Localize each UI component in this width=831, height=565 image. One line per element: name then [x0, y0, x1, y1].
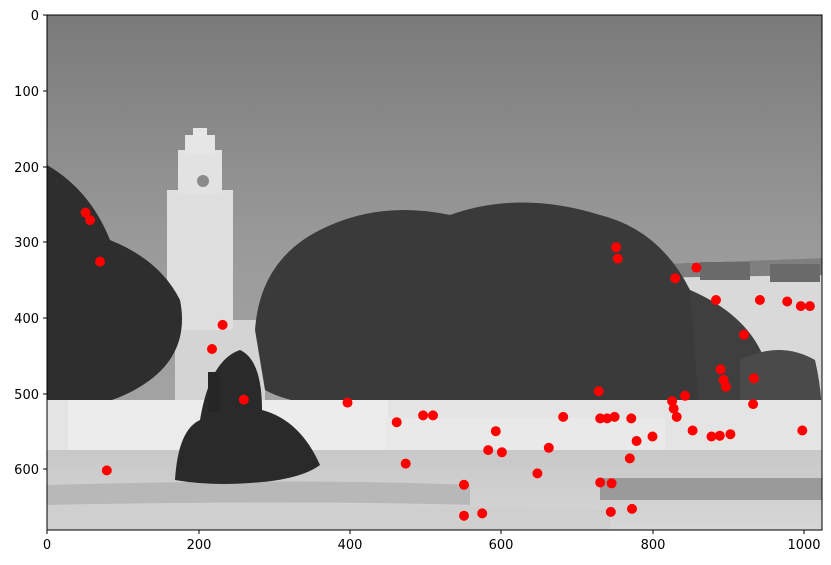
scatter-point: [95, 256, 105, 267]
scatter-point: [543, 442, 554, 453]
scatter-point: [217, 319, 228, 330]
scatter-point: [207, 344, 217, 354]
scatter-point: [490, 426, 501, 437]
scatter-point: [602, 413, 613, 424]
y-tick-label: 0: [31, 9, 39, 24]
scatter-point: [720, 381, 731, 392]
scatter-point: [691, 262, 702, 273]
scatter-point: [804, 301, 815, 312]
scatter-point: [80, 207, 91, 218]
scatter-point: [668, 403, 679, 414]
scatter-point: [748, 373, 759, 384]
scatter-point: [627, 503, 637, 514]
y-tick-label: 400: [14, 312, 39, 327]
scatter-point: [391, 417, 402, 428]
scatter-point: [496, 447, 507, 458]
y-tick-label: 600: [14, 463, 39, 478]
scatter-point: [782, 296, 793, 307]
scatter-point: [748, 399, 759, 410]
scatter-point: [680, 390, 690, 401]
y-tick-label: 300: [14, 236, 39, 251]
scatter-point: [670, 273, 681, 284]
scatter-point: [459, 479, 469, 490]
scatter-point: [671, 411, 682, 422]
scatter-point: [595, 477, 606, 488]
y-tick-label: 200: [14, 161, 39, 176]
x-tick-label: 400: [338, 538, 363, 553]
keypoint-markers: [80, 207, 815, 521]
y-tick-label: 100: [14, 85, 39, 100]
scatter-point: [797, 425, 808, 436]
scatter-point: [593, 386, 604, 397]
scatter-point: [609, 411, 620, 422]
scatter-point: [532, 468, 543, 479]
scatter-point: [428, 410, 438, 421]
scatter-point: [667, 396, 678, 407]
y-tick-label: 500: [14, 388, 39, 403]
scatter-point: [418, 410, 429, 421]
scatter-point: [711, 295, 721, 305]
scatter-point: [624, 453, 635, 464]
scatter-point: [606, 478, 617, 489]
scatter-point: [715, 364, 726, 375]
scatter-point: [739, 329, 749, 340]
scatter-point: [238, 394, 249, 405]
scatter-point: [459, 510, 469, 521]
scatter-point: [595, 413, 606, 424]
scatter-point: [706, 431, 717, 442]
photo-background: [47, 15, 822, 530]
x-axis: 0 200 400 600 800 1000: [43, 530, 821, 553]
x-tick-label: 200: [187, 538, 212, 553]
scatter-point: [483, 445, 494, 456]
scatter-point: [85, 215, 96, 226]
scatter-point: [612, 253, 623, 264]
y-axis: 0 100 200 300 400 500 600: [14, 9, 47, 478]
scatter-point: [725, 429, 736, 440]
x-tick-label: 600: [489, 538, 514, 553]
x-tick-label: 0: [43, 538, 51, 553]
x-tick-label: 1000: [787, 538, 820, 553]
x-tick-label: 800: [641, 538, 666, 553]
scatter-point: [754, 295, 765, 305]
scatter-point: [714, 430, 725, 441]
scatter-point: [605, 506, 616, 517]
plot-frame: [46, 14, 823, 531]
scatter-point: [631, 436, 642, 446]
scatter-point: [558, 411, 569, 422]
scatter-point: [101, 465, 112, 476]
scatter-point: [400, 458, 411, 469]
scatter-point: [626, 413, 637, 424]
scatter-point: [795, 301, 806, 312]
scatter-point: [647, 431, 658, 442]
scatter-point: [342, 397, 353, 408]
scatter-point: [477, 508, 488, 519]
scatter-point: [611, 242, 622, 253]
scatter-point: [687, 425, 698, 436]
